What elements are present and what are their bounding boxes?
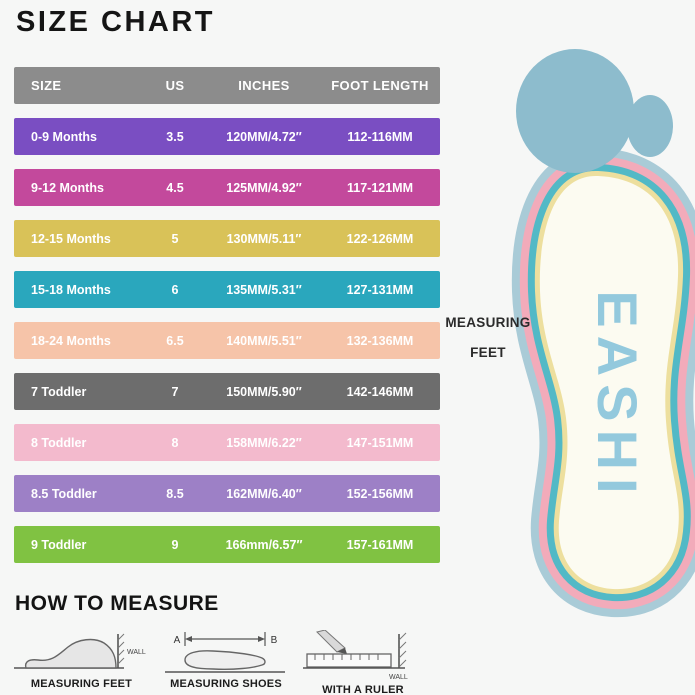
cell-foot_length: 142-146MM: [346, 384, 414, 399]
cell-size: 9-12 Months: [31, 180, 104, 195]
cell-foot_length: 132-136MM: [346, 333, 414, 348]
cell-us: 3.5: [166, 129, 184, 144]
cell-size: 8.5 Toddler: [31, 486, 97, 501]
wall-hatch-icon: [117, 633, 125, 665]
cell-foot_length: 152-156MM: [346, 486, 414, 501]
table-header-row: SIZE US INCHES FOOT LENGTH: [14, 67, 440, 104]
cell-foot_length: 127-131MM: [346, 282, 414, 297]
cell-size: 15-18 Months: [31, 282, 111, 297]
table-row: 18-24 Months 6.5 140MM/5.51″ 132-136MM: [14, 322, 440, 359]
foot-measurement-graphic: EASHI: [511, 49, 695, 618]
cell-inches: 125MM/4.92″: [226, 180, 302, 195]
size-table: SIZE US INCHES FOOT LENGTH 0-9 Months 3.5…: [14, 67, 440, 563]
foot-profile-icon: WALL: [14, 633, 146, 669]
measuring-caption-line2: FEET: [470, 345, 506, 360]
diagram-with-a-ruler: WALL WITH A RULER: [303, 630, 423, 695]
wall-hatch-icon: [398, 632, 407, 668]
table-row: 0-9 Months 3.5 120MM/4.72″ 112-116MM: [14, 118, 440, 155]
diagram-label-measuring-shoes: MEASURING SHOES: [170, 678, 282, 690]
header-inches: INCHES: [238, 78, 290, 93]
pencil-icon: [316, 630, 347, 654]
shoe-outline-icon: A B: [165, 632, 285, 673]
table-row: 7 Toddler 7 150MM/5.90″ 142-146MM: [14, 373, 440, 410]
cell-size: 7 Toddler: [31, 384, 87, 399]
marker-b-label: B: [271, 635, 278, 646]
table-row: 15-18 Months 6 135MM/5.31″ 127-131MM: [14, 271, 440, 308]
diagram-measuring-feet: WALL MEASURING FEET: [14, 630, 149, 690]
size-table-body: 0-9 Months 3.5 120MM/4.72″ 112-116MM 9-12 Mo…: [14, 118, 440, 563]
cell-us: 4.5: [166, 180, 184, 195]
cell-size: 8 Toddler: [31, 435, 87, 450]
cell-us: 9: [171, 537, 179, 552]
foot-pad-shape: [516, 49, 634, 173]
brand-text: EASHI: [586, 290, 649, 501]
diagram-measuring-shoes: A B MEASURING SHOES: [165, 630, 287, 690]
ruler-icon: WALL: [303, 630, 408, 681]
cell-foot_length: 147-151MM: [346, 435, 414, 450]
cell-inches: 130MM/5.11″: [226, 231, 302, 246]
wall-label-2: WALL: [389, 674, 408, 681]
cell-size: 9 Toddler: [31, 537, 87, 552]
cell-inches: 166mm/6.57″: [225, 537, 303, 552]
marker-a-label: A: [174, 635, 181, 646]
header-us: US: [165, 78, 185, 93]
table-row: 9 Toddler 9 166mm/6.57″ 157-161MM: [14, 526, 440, 563]
foot-silhouette: [24, 638, 117, 669]
cell-foot_length: 157-161MM: [346, 537, 414, 552]
cell-us: 6: [171, 282, 179, 297]
table-row: 8.5 Toddler 8.5 162MM/6.40″ 152-156MM: [14, 475, 440, 512]
foot-outline-shape: [511, 148, 695, 618]
cell-inches: 150MM/5.90″: [226, 384, 302, 399]
cell-us: 5: [171, 231, 179, 246]
table-row: 9-12 Months 4.5 125MM/4.92″ 117-121MM: [14, 169, 440, 206]
toe-shape: [627, 95, 673, 157]
table-row: 8 Toddler 8 158MM/6.22″ 147-151MM: [14, 424, 440, 461]
cell-us: 6.5: [166, 333, 184, 348]
cell-us: 7: [171, 384, 179, 399]
measuring-feet-caption: MEASURING FEET: [436, 308, 540, 368]
cell-foot_length: 112-116MM: [347, 129, 413, 144]
page-title: SIZE CHART: [16, 6, 215, 38]
cell-inches: 135MM/5.31″: [226, 282, 302, 297]
insole-shape: [184, 650, 266, 670]
cell-inches: 120MM/4.72″: [226, 129, 302, 144]
how-to-measure-diagrams: WALL MEASURING FEET A B MEASURING SHOES: [14, 630, 423, 695]
diagram-label-measuring-feet: MEASURING FEET: [30, 678, 133, 690]
cell-size: 18-24 Months: [31, 333, 111, 348]
diagram-label-with-a-ruler: WITH A RULER: [322, 684, 404, 695]
cell-size: 0-9 Months: [31, 129, 97, 144]
header-size: SIZE: [31, 78, 62, 93]
table-row: 12-15 Months 5 130MM/5.11″ 122-126MM: [14, 220, 440, 257]
cell-foot_length: 117-121MM: [346, 180, 413, 195]
how-to-measure-title: HOW TO MEASURE: [15, 592, 219, 615]
length-arrow-icon: [185, 636, 265, 642]
cell-us: 8.5: [166, 486, 184, 501]
cell-us: 8: [171, 435, 179, 450]
wall-label-1: WALL: [127, 649, 146, 656]
cell-inches: 158MM/6.22″: [226, 435, 302, 450]
cell-inches: 162MM/6.40″: [226, 486, 302, 501]
measuring-caption-line1: MEASURING: [445, 315, 531, 330]
ruler-ticks: [314, 654, 379, 660]
header-foot-length: FOOT LENGTH: [331, 78, 429, 93]
cell-foot_length: 122-126MM: [346, 231, 414, 246]
cell-inches: 140MM/5.51″: [226, 333, 302, 348]
cell-size: 12-15 Months: [31, 231, 111, 246]
